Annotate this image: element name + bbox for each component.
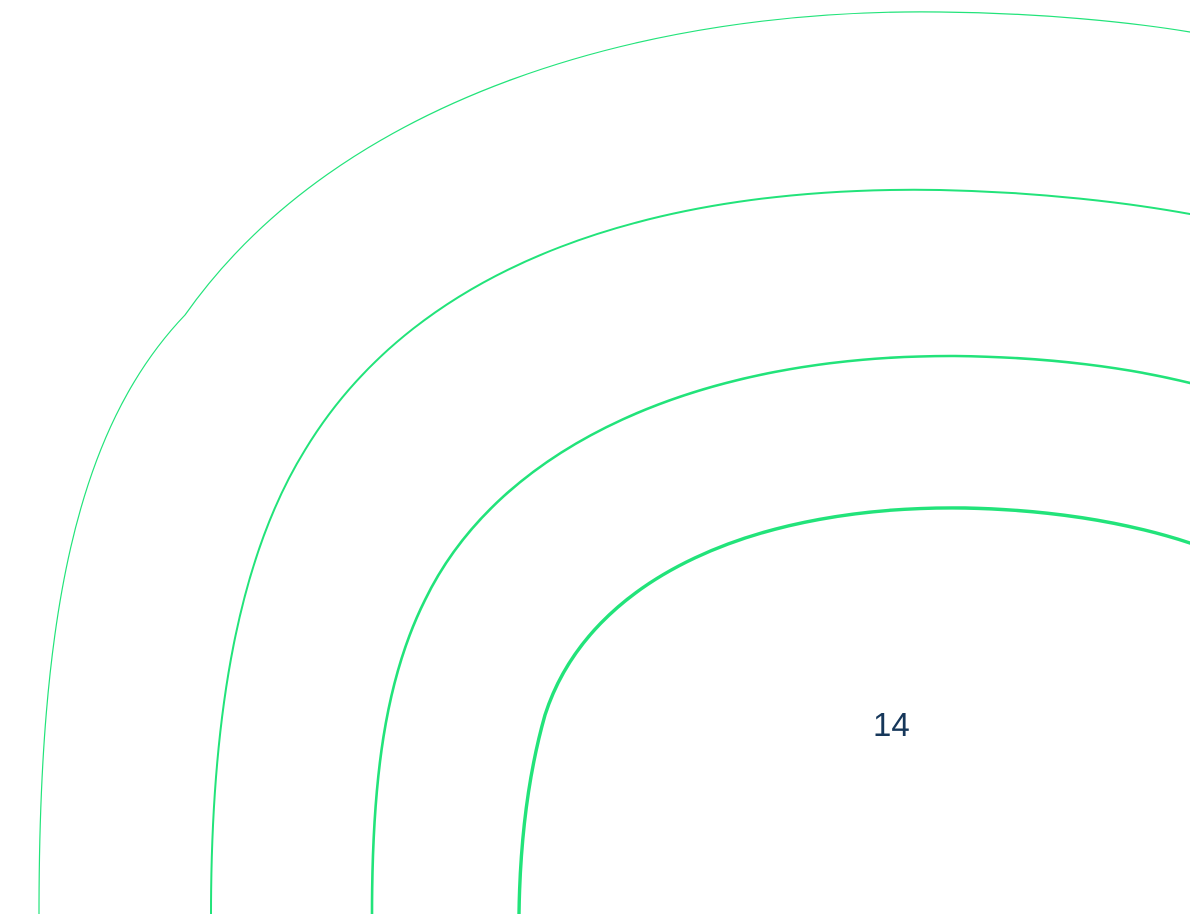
- page-number: 14: [873, 706, 910, 743]
- decorative-arc-third: [370, 354, 1190, 914]
- decorative-arc-inner: [517, 506, 1190, 914]
- decorative-arc-outer: [38, 11, 1190, 914]
- decorative-arc-second: [210, 188, 1190, 914]
